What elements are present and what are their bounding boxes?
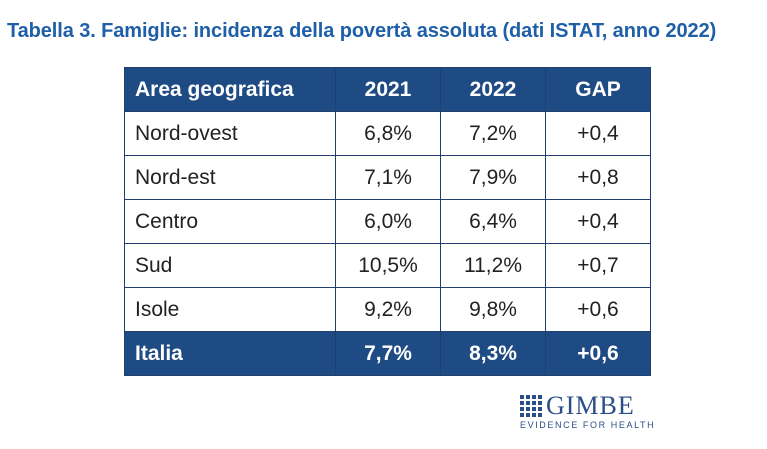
cell-2021: 6,0%: [335, 199, 441, 244]
grid-logo-icon: [520, 395, 542, 417]
cell-area: Italia: [124, 331, 336, 376]
cell-2022: 9,8%: [440, 287, 546, 332]
cell-gap: +0,4: [545, 199, 651, 244]
cell-2021: 7,1%: [335, 155, 441, 200]
cell-2021: 9,2%: [335, 287, 441, 332]
gimbe-logo: GIMBE EVIDENCE FOR HEALTH: [520, 391, 656, 430]
cell-area: Isole: [124, 287, 336, 332]
cell-2021: 7,7%: [335, 331, 441, 376]
cell-gap: +0,6: [545, 331, 651, 376]
table-total-row: Italia 7,7% 8,3% +0,6: [124, 331, 651, 376]
poverty-table: Area geografica 2021 2022 GAP Nord-ovest…: [124, 67, 651, 376]
cell-2022: 7,9%: [440, 155, 546, 200]
logo-name: GIMBE: [546, 391, 635, 420]
cell-gap: +0,4: [545, 111, 651, 156]
cell-2022: 6,4%: [440, 199, 546, 244]
column-header-area: Area geografica: [124, 67, 336, 112]
cell-2022: 7,2%: [440, 111, 546, 156]
cell-2021: 10,5%: [335, 243, 441, 288]
column-header-gap: GAP: [545, 67, 651, 112]
logo-tagline: EVIDENCE FOR HEALTH: [520, 420, 656, 430]
page-title: Tabella 3. Famiglie: incidenza della pov…: [7, 20, 717, 42]
table-header-row: Area geografica 2021 2022 GAP: [124, 67, 651, 112]
cell-area: Centro: [124, 199, 336, 244]
table-row: Isole 9,2% 9,8% +0,6: [124, 287, 651, 332]
table-row: Nord-ovest 6,8% 7,2% +0,4: [124, 111, 651, 156]
cell-gap: +0,6: [545, 287, 651, 332]
column-header-2022: 2022: [440, 67, 546, 112]
cell-area: Nord-ovest: [124, 111, 336, 156]
cell-gap: +0,8: [545, 155, 651, 200]
cell-2021: 6,8%: [335, 111, 441, 156]
cell-gap: +0,7: [545, 243, 651, 288]
cell-2022: 8,3%: [440, 331, 546, 376]
cell-area: Nord-est: [124, 155, 336, 200]
table-row: Nord-est 7,1% 7,9% +0,8: [124, 155, 651, 200]
table-row: Centro 6,0% 6,4% +0,4: [124, 199, 651, 244]
column-header-2021: 2021: [335, 67, 441, 112]
cell-2022: 11,2%: [440, 243, 546, 288]
table-row: Sud 10,5% 11,2% +0,7: [124, 243, 651, 288]
cell-area: Sud: [124, 243, 336, 288]
